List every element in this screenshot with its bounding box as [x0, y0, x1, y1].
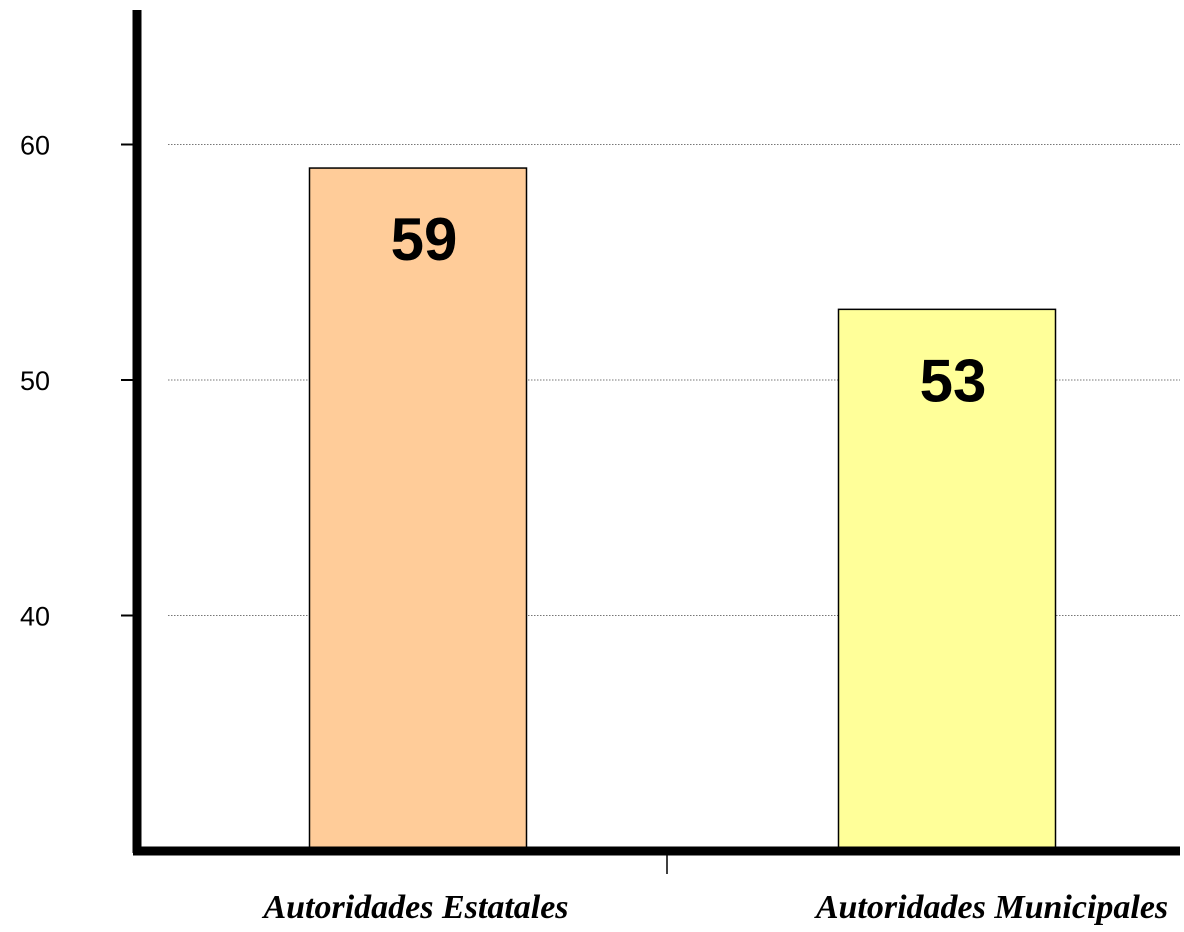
- y-tick-label: 40: [20, 602, 50, 632]
- labels: 59 Autoridades Estatales 53 Autoridades Mun…: [261, 206, 1168, 926]
- y-ticks: 40 50 60: [20, 131, 668, 874]
- bar-value-label: 59: [391, 206, 458, 273]
- x-category-label: Autoridades Municipales: [814, 889, 1168, 926]
- y-tick-label: 50: [20, 366, 50, 396]
- bars: [308, 167, 1057, 852]
- bar: [837, 308, 1057, 852]
- axes: [132, 10, 1180, 856]
- bar-value-label: 53: [920, 347, 987, 414]
- bar: [308, 167, 528, 852]
- y-tick-label: 60: [20, 131, 50, 161]
- x-category-label: Autoridades Estatales: [261, 889, 568, 926]
